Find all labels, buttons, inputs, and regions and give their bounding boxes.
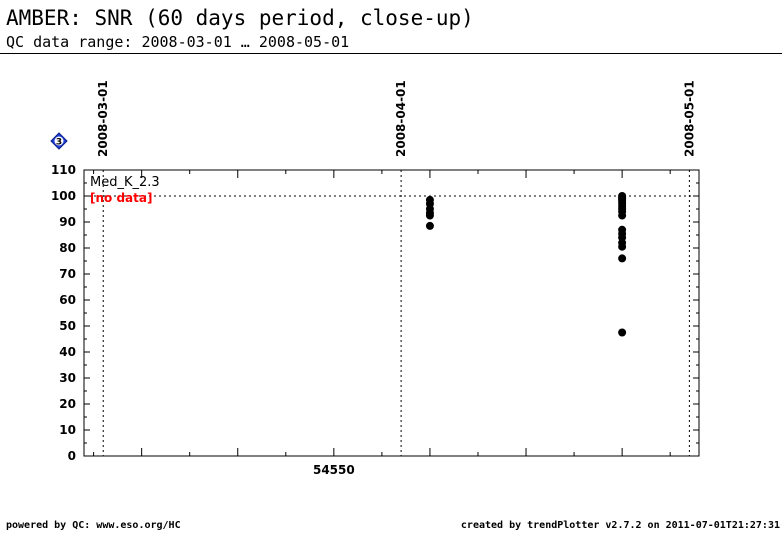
y-tick-label: 10 — [59, 423, 76, 437]
chart-subtitle: QC data range: 2008-03-01 … 2008-05-01 — [6, 33, 350, 51]
y-tick-label: 40 — [59, 345, 76, 359]
y-tick-label: 70 — [59, 267, 76, 281]
y-tick-label: 60 — [59, 293, 76, 307]
date-marker-label: 2008-04-01 — [394, 80, 408, 157]
y-tick-label: 50 — [59, 319, 76, 333]
date-marker-label: 2008-05-01 — [682, 80, 696, 157]
badge-label: 3 — [56, 138, 62, 148]
y-axis: 0 10 20 30 40 50 60 70 80 90 100 110 — [51, 163, 699, 463]
data-point — [618, 328, 627, 337]
panel-label: Med_K_2.3 — [90, 175, 160, 190]
date-markers: 2008-03-01 2008-04-01 2008-05-01 — [96, 80, 696, 456]
x-axis: 54550 — [93, 170, 671, 477]
header-divider — [0, 53, 782, 54]
data-points — [425, 192, 627, 337]
badge: 3 — [50, 132, 68, 150]
chart-canvas: 2008-03-01 2008-04-01 2008-05-01 0 10 20 30 40… — [50, 80, 700, 477]
y-tick-label: 30 — [59, 371, 76, 385]
data-point — [618, 254, 627, 263]
y-tick-label: 110 — [51, 163, 76, 177]
y-tick-label: 20 — [59, 397, 76, 411]
no-data-label: [no data] — [90, 191, 152, 205]
data-point — [618, 242, 627, 251]
data-point — [425, 211, 434, 220]
y-tick-label: 80 — [59, 241, 76, 255]
footer-created-by: created by trendPlotter v2.7.2 on 2011-0… — [460, 520, 780, 531]
date-marker-label: 2008-03-01 — [96, 80, 110, 157]
badge-center — [54, 136, 64, 146]
data-point — [618, 211, 627, 220]
plot-frame — [83, 169, 700, 457]
plot-area — [83, 169, 700, 457]
chart-title: AMBER: SNR (60 days period, close-up) — [6, 6, 474, 30]
data-point — [425, 221, 434, 230]
y-tick-label: 0 — [68, 449, 76, 463]
y-tick-label: 90 — [59, 215, 76, 229]
y-tick-label: 100 — [51, 189, 76, 203]
footer-powered-by: powered by QC: www.eso.org/HC — [6, 520, 181, 531]
x-tick-label: 54550 — [313, 463, 355, 477]
